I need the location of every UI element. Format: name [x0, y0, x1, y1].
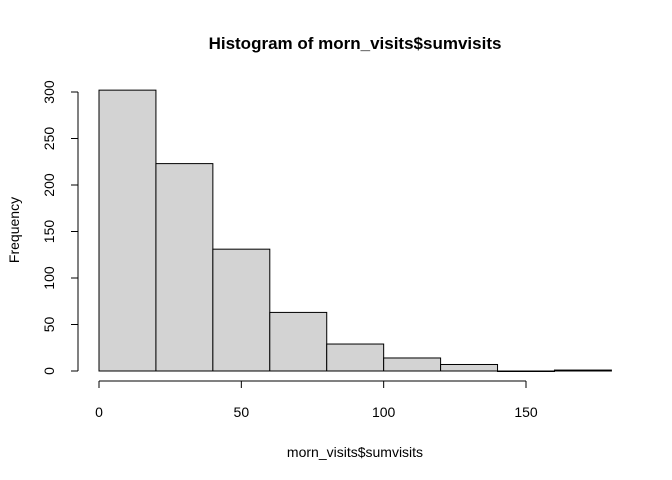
y-tick-label: 50	[41, 317, 57, 333]
bars-group	[98, 89, 612, 372]
y-axis: 0 50 100 150 200 250 300	[41, 80, 79, 375]
y-tick-label: 0	[41, 367, 57, 375]
histogram-bar	[326, 343, 385, 372]
x-tick-label: 0	[95, 404, 103, 420]
y-tick-label: 100	[41, 266, 57, 290]
histogram-bar	[212, 248, 271, 372]
x-axis-label: morn_visits$sumvisits	[287, 444, 423, 460]
x-tick-label: 100	[372, 404, 396, 420]
x-tick-label: 50	[234, 404, 250, 420]
chart-title: Histogram of morn_visits$sumvisits	[209, 34, 502, 53]
histogram-bar	[553, 369, 612, 372]
y-axis-label: Frequency	[6, 197, 22, 263]
histogram-bar	[497, 370, 555, 372]
histogram-bar	[383, 357, 442, 372]
x-axis: 0 50 100 150	[95, 380, 538, 420]
histogram-bar	[269, 311, 328, 372]
y-tick-label: 200	[41, 173, 57, 197]
x-tick-label: 150	[514, 404, 538, 420]
y-tick-label: 300	[41, 80, 57, 104]
histogram-bar	[98, 89, 157, 372]
y-tick-label: 250	[41, 127, 57, 151]
y-tick-label: 150	[41, 220, 57, 244]
histogram-bar	[155, 163, 214, 372]
histogram-bar	[440, 363, 499, 372]
